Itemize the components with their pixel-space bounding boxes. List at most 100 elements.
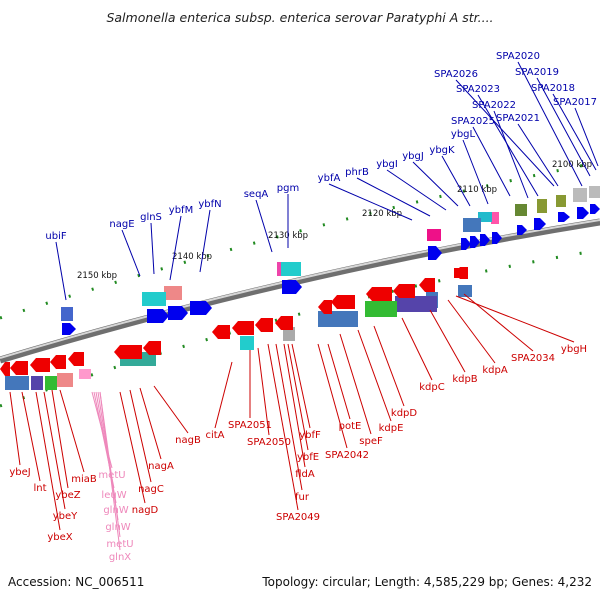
feature-block bbox=[164, 286, 182, 300]
gene-label-nage[interactable]: nagE bbox=[109, 219, 134, 230]
feature-block bbox=[395, 296, 437, 312]
gene-label-lnt[interactable]: lnt bbox=[33, 483, 46, 494]
gene-label-ybfn[interactable]: ybfN bbox=[198, 199, 221, 210]
forward-gene-arrow[interactable] bbox=[168, 306, 188, 320]
reverse-gene-arrow[interactable] bbox=[114, 345, 142, 359]
leader-line bbox=[462, 139, 489, 205]
gene-label-ybej[interactable]: ybeJ bbox=[9, 467, 30, 478]
gene-label-metu[interactable]: metU bbox=[106, 539, 133, 550]
reverse-gene-arrow[interactable] bbox=[10, 361, 28, 375]
gene-label-spa2050[interactable]: SPA2050 bbox=[247, 437, 291, 448]
gene-label-glnx[interactable]: glnX bbox=[109, 552, 131, 563]
gene-label-ybez[interactable]: ybeZ bbox=[55, 490, 80, 501]
gene-label-spa2025[interactable]: SPA2025 bbox=[451, 116, 495, 127]
gene-label-naga[interactable]: nagA bbox=[148, 461, 174, 472]
gene-label-nagb[interactable]: nagB bbox=[175, 435, 201, 446]
gene-label-spa2017[interactable]: SPA2017 bbox=[553, 97, 597, 108]
forward-gene-arrow[interactable] bbox=[470, 236, 480, 248]
forward-gene-arrow[interactable] bbox=[590, 204, 600, 214]
leader-line bbox=[257, 347, 270, 436]
gene-label-spa2026[interactable]: SPA2026 bbox=[434, 69, 478, 80]
forward-gene-arrow[interactable] bbox=[62, 323, 76, 335]
reverse-gene-arrow[interactable] bbox=[255, 318, 273, 332]
forward-gene-arrow[interactable] bbox=[147, 309, 169, 323]
forward-gene-arrow[interactable] bbox=[558, 212, 570, 222]
gene-label-kdpe[interactable]: kdpE bbox=[379, 423, 404, 434]
feature-block bbox=[45, 376, 57, 390]
gene-label-ybex[interactable]: ybeX bbox=[47, 532, 72, 543]
leader-line bbox=[401, 317, 433, 381]
gene-label-glns[interactable]: glnS bbox=[140, 212, 162, 223]
gene-label-spa2049[interactable]: SPA2049 bbox=[276, 512, 320, 523]
reverse-gene-arrow[interactable] bbox=[331, 295, 355, 309]
gene-label-miab[interactable]: miaB bbox=[71, 474, 97, 485]
leader-line bbox=[59, 389, 85, 473]
leader-line bbox=[129, 389, 152, 483]
reverse-gene-arrow[interactable] bbox=[50, 355, 66, 369]
forward-gene-arrow[interactable] bbox=[461, 238, 471, 250]
reverse-gene-arrow[interactable] bbox=[393, 284, 415, 298]
leader-line bbox=[275, 343, 303, 491]
gene-label-fur[interactable]: fur bbox=[295, 492, 310, 503]
forward-gene-arrow[interactable] bbox=[282, 280, 302, 294]
gene-label-kdpc[interactable]: kdpC bbox=[419, 382, 444, 393]
gene-label-flda[interactable]: fldA bbox=[295, 469, 315, 480]
leader-line bbox=[447, 299, 496, 364]
reverse-gene-arrow[interactable] bbox=[275, 316, 293, 330]
forward-gene-arrow[interactable] bbox=[480, 234, 490, 246]
tick-label-2150-kbp: 2150 kbp bbox=[77, 271, 117, 281]
forward-gene-arrow[interactable] bbox=[492, 232, 502, 244]
feature-block bbox=[13, 376, 29, 390]
gene-label-ybey[interactable]: ybeY bbox=[53, 511, 78, 522]
reverse-gene-arrow[interactable] bbox=[30, 358, 50, 372]
gene-label-spa2019[interactable]: SPA2019 bbox=[515, 67, 559, 78]
gene-label-spa2022[interactable]: SPA2022 bbox=[472, 100, 516, 111]
gene-label-glnw[interactable]: glnW bbox=[105, 522, 130, 533]
reverse-gene-arrow[interactable] bbox=[68, 352, 84, 366]
gene-label-spa2042[interactable]: SPA2042 bbox=[325, 450, 369, 461]
forward-gene-arrow[interactable] bbox=[190, 301, 212, 315]
gene-label-seqa[interactable]: seqA bbox=[244, 189, 269, 200]
reverse-gene-arrow[interactable] bbox=[0, 362, 10, 376]
gene-label-ybgi[interactable]: ybgI bbox=[376, 159, 398, 170]
gene-label-pgm[interactable]: pgm bbox=[277, 183, 299, 194]
feature-block bbox=[463, 218, 481, 232]
gene-label-spef[interactable]: speF bbox=[359, 436, 383, 447]
leader-line bbox=[356, 177, 431, 217]
gene-label-kdpb[interactable]: kdpB bbox=[452, 374, 477, 385]
gene-label-ybgh[interactable]: ybgH bbox=[561, 344, 587, 355]
reverse-gene-arrow[interactable] bbox=[143, 341, 161, 355]
reverse-gene-arrow[interactable] bbox=[454, 267, 468, 279]
forward-gene-arrow[interactable] bbox=[534, 218, 546, 230]
gene-label-cita[interactable]: citA bbox=[205, 430, 224, 441]
gene-label-ybfm[interactable]: ybfM bbox=[169, 205, 193, 216]
reverse-gene-arrow[interactable] bbox=[318, 300, 332, 314]
gene-label-phrb[interactable]: phrB bbox=[345, 167, 369, 178]
gene-label-pote[interactable]: potE bbox=[339, 421, 362, 432]
forward-gene-arrow[interactable] bbox=[428, 246, 442, 260]
gene-label-ybff[interactable]: ybfF bbox=[299, 430, 321, 441]
gene-label-ybgj[interactable]: ybgJ bbox=[402, 151, 424, 162]
forward-gene-arrow[interactable] bbox=[517, 225, 527, 235]
reverse-gene-arrow[interactable] bbox=[366, 287, 392, 301]
gene-label-spa2051[interactable]: SPA2051 bbox=[228, 420, 272, 431]
gene-label-kdpa[interactable]: kdpA bbox=[482, 365, 507, 376]
gene-label-ubif[interactable]: ubiF bbox=[45, 231, 66, 242]
gene-label-nagd[interactable]: nagD bbox=[132, 505, 159, 516]
gene-label-spa2023[interactable]: SPA2023 bbox=[456, 84, 500, 95]
gene-label-spa2020[interactable]: SPA2020 bbox=[496, 51, 540, 62]
gene-label-nagc[interactable]: nagC bbox=[138, 484, 164, 495]
reverse-gene-arrow[interactable] bbox=[212, 325, 230, 339]
gene-label-kdpd[interactable]: kdpD bbox=[391, 408, 417, 419]
gene-label-ybfa[interactable]: ybfA bbox=[318, 173, 341, 184]
forward-gene-arrow[interactable] bbox=[577, 207, 589, 219]
gene-label-spa2021[interactable]: SPA2021 bbox=[496, 113, 540, 124]
gene-label-ybgl[interactable]: ybgL bbox=[451, 129, 476, 140]
gene-label-spa2018[interactable]: SPA2018 bbox=[531, 83, 575, 94]
gene-label-ybgk[interactable]: ybgK bbox=[429, 145, 455, 156]
reverse-gene-arrow[interactable] bbox=[419, 278, 435, 292]
gene-label-spa2034[interactable]: SPA2034 bbox=[511, 353, 555, 364]
gene-label-ybfe[interactable]: ybfE bbox=[297, 452, 319, 463]
leader-line bbox=[255, 199, 273, 253]
reverse-gene-arrow[interactable] bbox=[232, 321, 254, 335]
